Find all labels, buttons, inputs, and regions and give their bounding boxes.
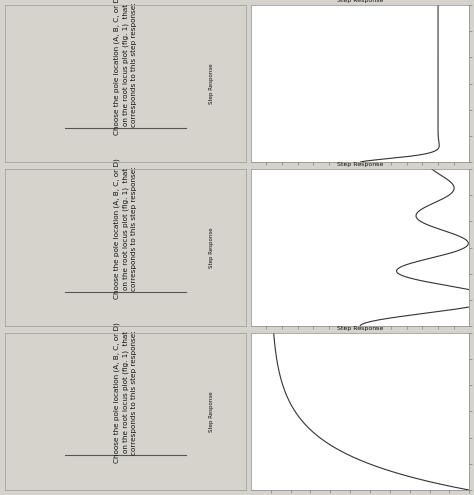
Title: Step Response: Step Response: [337, 0, 383, 3]
Text: Step Response: Step Response: [209, 227, 214, 268]
Text: Choose the pole location (A, B, C, or D)
on the root locus plot (fig. 1)  that
c: Choose the pole location (A, B, C, or D)…: [114, 0, 137, 135]
Text: Step Response: Step Response: [209, 391, 214, 432]
Title: Step Response: Step Response: [337, 326, 383, 331]
X-axis label: Amplitude: Amplitude: [346, 346, 374, 351]
Text: Step Response: Step Response: [209, 63, 214, 104]
Text: Choose the pole location (A, B, C, or D)
on the root locus plot (fig. 1)  that
c: Choose the pole location (A, B, C, or D)…: [114, 158, 137, 299]
Title: Step Response: Step Response: [337, 162, 383, 167]
Text: Choose the pole location (A, B, C, or D)
on the root locus plot (fig. 1)  that
c: Choose the pole location (A, B, C, or D)…: [114, 322, 137, 463]
X-axis label: Amplitude: Amplitude: [346, 182, 374, 187]
